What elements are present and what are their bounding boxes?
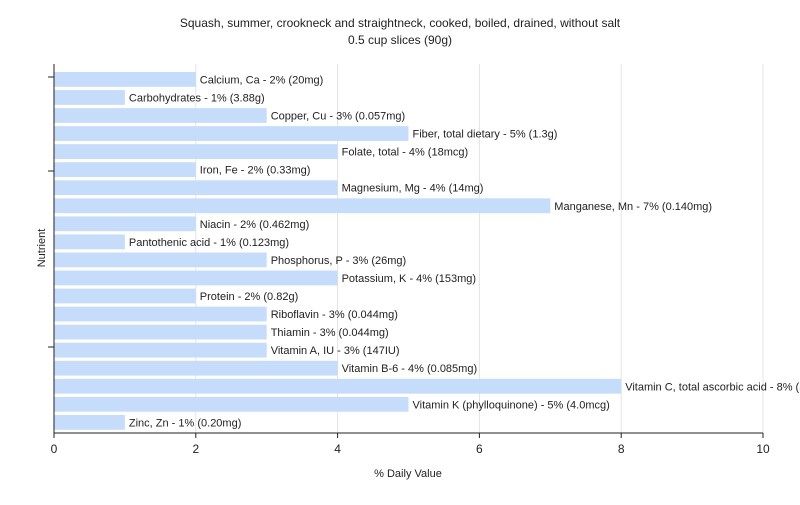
bar	[54, 108, 267, 123]
x-axis-label: % Daily Value	[374, 468, 442, 480]
bar-label: Vitamin B-6 - 4% (0.085mg)	[342, 363, 478, 375]
bar	[54, 72, 196, 87]
bar-label: Phosphorus, P - 3% (26mg)	[271, 255, 407, 267]
chart-title: Squash, summer, crookneck and straightne…	[180, 16, 621, 30]
y-axis-label: Nutrient	[36, 229, 48, 268]
bar	[54, 360, 338, 376]
bar	[54, 414, 125, 430]
chart-subtitle: 0.5 cup slices (90g)	[348, 33, 452, 47]
bar	[54, 198, 551, 214]
bar	[54, 162, 196, 178]
bar	[54, 252, 267, 268]
bar	[54, 234, 125, 250]
bar-label: Thiamin - 3% (0.044mg)	[271, 327, 389, 339]
bar	[54, 126, 409, 141]
x-tick-label: 8	[618, 442, 625, 456]
bar	[54, 396, 409, 412]
bar	[54, 180, 338, 196]
x-tick-label: 0	[51, 442, 58, 456]
bar	[54, 216, 196, 232]
axes	[48, 64, 764, 438]
bar-label: Vitamin K (phylloquinone) - 5% (4.0mcg)	[413, 399, 610, 411]
bar-label: Pantothenic acid - 1% (0.123mg)	[129, 237, 289, 249]
bar-label: Potassium, K - 4% (153mg)	[342, 273, 477, 285]
bars	[54, 72, 622, 430]
bar-label: Magnesium, Mg - 4% (14mg)	[342, 183, 484, 195]
bar	[54, 378, 622, 394]
bar-label: Zinc, Zn - 1% (0.20mg)	[129, 417, 241, 429]
bar	[54, 288, 196, 304]
bar	[54, 324, 267, 340]
bar-label: Copper, Cu - 3% (0.057mg)	[271, 111, 406, 123]
bar-label: Manganese, Mn - 7% (0.140mg)	[554, 201, 712, 213]
bar-label: Carbohydrates - 1% (3.88g)	[129, 92, 265, 104]
bar-label: Riboflavin - 3% (0.044mg)	[271, 309, 398, 321]
bar-labels: Calcium, Ca - 2% (20mg) Carbohydrates - 1…	[129, 74, 800, 429]
bar	[54, 144, 338, 160]
bar-label: Fiber, total dietary - 5% (1.3g)	[413, 129, 558, 141]
bar-label: Protein - 2% (0.82g)	[200, 291, 298, 303]
bar	[54, 270, 338, 286]
bar	[54, 342, 267, 358]
bar-label: Niacin - 2% (0.462mg)	[200, 219, 309, 231]
bar-label: Vitamin A, IU - 3% (147IU)	[271, 345, 400, 357]
bar	[54, 90, 125, 105]
bar-label: Calcium, Ca - 2% (20mg)	[200, 74, 323, 86]
x-tick-label: 10	[756, 442, 770, 456]
x-tick-label: 2	[192, 442, 199, 456]
bar-label: Iron, Fe - 2% (0.33mg)	[200, 165, 311, 177]
x-tick-label: 6	[476, 442, 483, 456]
bar	[54, 306, 267, 322]
x-tick-labels: 0 2 4 6 8 10	[51, 442, 770, 456]
x-tick-label: 4	[334, 442, 341, 456]
bar-label: Folate, total - 4% (18mcg)	[342, 147, 469, 159]
bar-label: Vitamin C, total ascorbic acid - 8% (5.0…	[625, 381, 800, 393]
